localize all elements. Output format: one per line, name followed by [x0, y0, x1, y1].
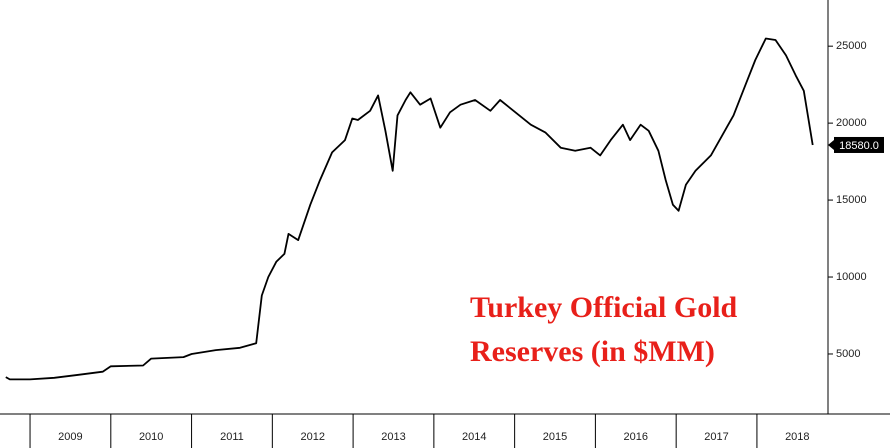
x-tick-label: 2012: [300, 431, 324, 443]
x-tick-label: 2013: [381, 431, 405, 443]
y-tick-label: 20000: [836, 117, 867, 129]
annotation: Reserves (in $MM): [470, 335, 715, 368]
x-tick-label: 2015: [543, 431, 567, 443]
x-tick-label: 2010: [139, 431, 163, 443]
last-value-label: 18580.0: [839, 140, 879, 152]
y-tick-label: 10000: [836, 271, 867, 283]
y-tick-label: 25000: [836, 40, 867, 52]
x-tick-label: 2017: [704, 431, 728, 443]
x-tick-label: 2011: [220, 431, 244, 443]
x-tick-label: 2018: [785, 431, 809, 443]
y-tick-label: 5000: [836, 348, 860, 360]
last-value-pointer: [828, 139, 834, 150]
x-tick-label: 2016: [624, 431, 648, 443]
y-tick-label: 15000: [836, 194, 867, 206]
line: [5, 37, 814, 381]
annotation: Turkey Official Gold: [470, 291, 738, 324]
x-tick-label: 2014: [462, 431, 486, 443]
x-tick-label: 2009: [58, 431, 82, 443]
last-value-box: [834, 136, 884, 153]
